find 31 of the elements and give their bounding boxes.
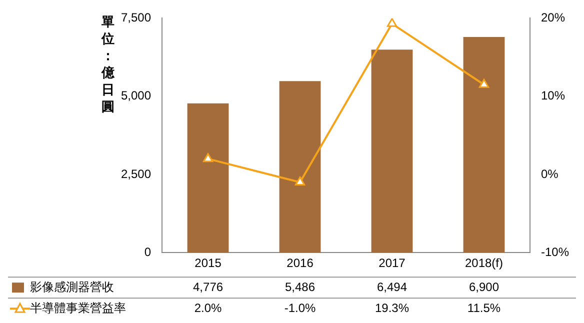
y-tick-label: 5,000 [121, 88, 152, 103]
y2-tick-label: -10% [540, 244, 570, 259]
data-label: 5,486 [285, 280, 316, 294]
y2-tick-label: 20% [540, 10, 566, 25]
point [386, 18, 398, 27]
legend-label: 半導體事業營益率 [30, 300, 126, 315]
data-label: -1.0% [284, 300, 316, 315]
y-tick-label: 2,500 [121, 166, 152, 181]
x-tick-label: 2015 [194, 256, 222, 270]
data-label: 4,776 [193, 280, 224, 294]
data-label: 19.3% [374, 300, 410, 315]
point [202, 153, 214, 162]
data-label: 11.5% [467, 300, 501, 315]
bar [371, 50, 413, 253]
data-label: 6,494 [376, 280, 408, 294]
y-axis-title: 單位：億日圓 [100, 14, 116, 114]
point [294, 176, 306, 186]
data-label: 6,900 [468, 280, 500, 294]
bar [279, 81, 321, 253]
x-tick-label: 2018(f) [464, 256, 504, 270]
y2-tick-label: 0% [540, 166, 559, 181]
x-tick-label: 2017 [378, 256, 406, 270]
y-tick-label: 7,500 [121, 10, 152, 25]
data-label: 2.0% [194, 300, 222, 315]
bar [463, 36, 505, 253]
y2-tick-label: 10% [540, 88, 566, 103]
y-tick-label: 0 [144, 244, 152, 259]
legend-label: 影像感測器營收 [30, 280, 114, 294]
x-tick-label: 2016 [286, 256, 314, 270]
point [478, 78, 490, 88]
bar [187, 103, 229, 253]
